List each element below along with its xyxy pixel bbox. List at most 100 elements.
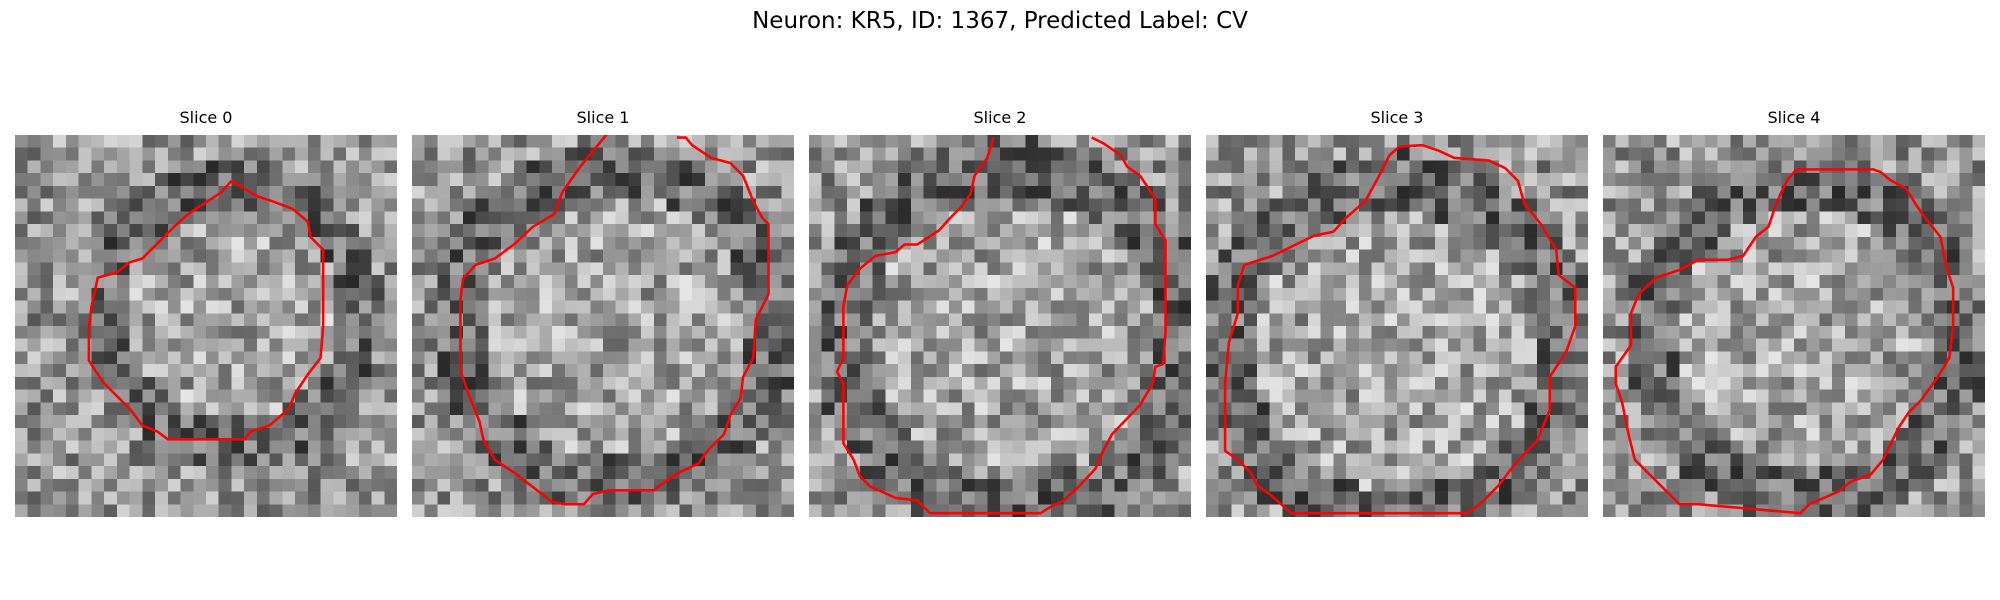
image-pixel bbox=[129, 453, 143, 467]
image-pixel bbox=[40, 147, 54, 161]
image-pixel bbox=[1832, 453, 1846, 467]
image-pixel bbox=[653, 427, 667, 441]
image-pixel bbox=[781, 415, 794, 429]
image-pixel bbox=[1231, 364, 1245, 378]
image-pixel bbox=[1717, 198, 1731, 212]
image-pixel bbox=[1295, 287, 1309, 301]
image-pixel bbox=[847, 376, 861, 390]
image-pixel bbox=[1140, 173, 1154, 187]
image-pixel bbox=[1206, 415, 1219, 429]
image-pixel bbox=[1921, 185, 1935, 199]
image-pixel bbox=[1269, 173, 1283, 187]
image-pixel bbox=[1206, 491, 1219, 505]
image-pixel bbox=[1333, 364, 1347, 378]
image-pixel bbox=[1603, 160, 1616, 174]
image-pixel bbox=[244, 466, 258, 480]
image-pixel bbox=[1012, 466, 1026, 480]
image-pixel bbox=[910, 364, 924, 378]
image-pixel bbox=[821, 453, 835, 467]
image-pixel bbox=[167, 198, 181, 212]
image-pixel bbox=[730, 466, 744, 480]
image-pixel bbox=[1384, 249, 1398, 263]
image-pixel bbox=[590, 160, 604, 174]
image-pixel bbox=[1473, 211, 1487, 225]
image-pixel bbox=[1743, 173, 1757, 187]
image-pixel bbox=[885, 364, 899, 378]
image-pixel bbox=[78, 287, 92, 301]
image-pixel bbox=[768, 338, 782, 352]
image-pixel bbox=[475, 491, 489, 505]
image-pixel bbox=[755, 135, 769, 148]
image-pixel bbox=[424, 415, 438, 429]
image-pixel bbox=[1307, 275, 1321, 289]
image-pixel bbox=[949, 287, 963, 301]
image-pixel bbox=[1679, 198, 1693, 212]
image-pixel bbox=[847, 338, 861, 352]
image-pixel bbox=[1653, 376, 1667, 390]
image-pixel bbox=[679, 491, 693, 505]
image-pixel bbox=[1628, 185, 1642, 199]
image-pixel bbox=[1806, 440, 1820, 454]
image-pixel bbox=[1307, 338, 1321, 352]
image-pixel bbox=[1127, 262, 1141, 276]
image-pixel bbox=[1358, 504, 1372, 517]
image-pixel bbox=[1934, 198, 1948, 212]
image-pixel bbox=[1295, 338, 1309, 352]
image-pixel bbox=[1025, 275, 1039, 289]
image-pixel bbox=[1844, 466, 1858, 480]
image-pixel bbox=[1895, 147, 1909, 161]
image-pixel bbox=[768, 313, 782, 327]
image-pixel bbox=[872, 198, 886, 212]
image-pixel bbox=[218, 338, 232, 352]
image-pixel bbox=[371, 185, 385, 199]
image-pixel bbox=[987, 389, 1001, 403]
image-pixel bbox=[859, 389, 873, 403]
image-pixel bbox=[1333, 262, 1347, 276]
image-pixel bbox=[564, 326, 578, 339]
slice-image-4 bbox=[1603, 135, 1985, 517]
image-pixel bbox=[1704, 453, 1718, 467]
image-pixel bbox=[513, 300, 527, 314]
image-pixel bbox=[1295, 478, 1309, 492]
image-pixel bbox=[564, 236, 578, 250]
image-pixel bbox=[526, 364, 540, 378]
image-pixel bbox=[1101, 287, 1115, 301]
image-pixel bbox=[1025, 287, 1039, 301]
image-pixel bbox=[679, 389, 693, 403]
image-pixel bbox=[1908, 491, 1922, 505]
image-pixel bbox=[65, 287, 79, 301]
image-pixel bbox=[603, 185, 616, 199]
image-pixel bbox=[462, 287, 476, 301]
image-pixel bbox=[1524, 173, 1538, 187]
image-pixel bbox=[1435, 364, 1449, 378]
image-pixel bbox=[142, 466, 156, 480]
image-pixel bbox=[1231, 504, 1245, 517]
image-pixel bbox=[1346, 389, 1360, 403]
image-pixel bbox=[1178, 427, 1191, 441]
image-pixel bbox=[1692, 478, 1706, 492]
image-pixel bbox=[256, 364, 270, 378]
image-pixel bbox=[193, 415, 207, 429]
image-pixel bbox=[320, 402, 334, 416]
image-pixel bbox=[1641, 173, 1655, 187]
image-pixel bbox=[384, 287, 397, 301]
image-pixel bbox=[1012, 453, 1026, 467]
image-pixel bbox=[1333, 249, 1347, 263]
image-pixel bbox=[129, 491, 143, 505]
image-pixel bbox=[1768, 364, 1782, 378]
image-pixel bbox=[104, 224, 118, 238]
image-pixel bbox=[307, 135, 321, 148]
image-pixel bbox=[244, 351, 258, 365]
image-pixel bbox=[501, 211, 515, 225]
image-pixel bbox=[1206, 173, 1219, 187]
image-pixel bbox=[129, 466, 143, 480]
image-pixel bbox=[1038, 160, 1052, 174]
image-pixel bbox=[641, 211, 655, 225]
image-pixel bbox=[1679, 402, 1693, 416]
image-pixel bbox=[1127, 135, 1141, 148]
image-pixel bbox=[65, 466, 79, 480]
image-pixel bbox=[1498, 376, 1512, 390]
image-pixel bbox=[1140, 364, 1154, 378]
image-pixel bbox=[1498, 415, 1512, 429]
image-pixel bbox=[821, 211, 835, 225]
